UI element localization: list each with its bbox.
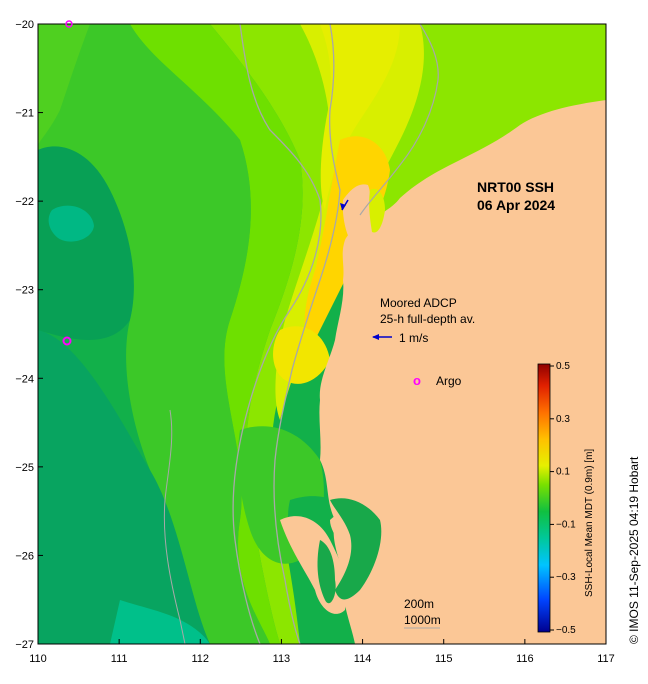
map-title-line2: 06 Apr 2024 xyxy=(477,197,555,213)
colorbar-tick-label: 0.3 xyxy=(556,414,570,425)
adcp-legend-line2: 25-h full-depth av. xyxy=(380,312,475,326)
lon-tick-label: 115 xyxy=(435,653,453,665)
ssh-low-region-west xyxy=(38,146,134,340)
ssh-minimum-eddy xyxy=(48,205,94,242)
ssh-light-band xyxy=(130,24,303,644)
lat-tick-label: −27 xyxy=(15,639,34,651)
argo-legend-symbol: o xyxy=(413,373,421,388)
colorbar-tick-label: −0.3 xyxy=(556,572,576,583)
land-north-west-cape xyxy=(342,184,372,240)
adcp-scale-arrowhead xyxy=(372,334,379,340)
adcp-scale-label: 1 m/s xyxy=(399,331,428,345)
lat-tick-label: −22 xyxy=(15,196,34,208)
lat-tick-label: −21 xyxy=(15,108,34,120)
colorbar-title: SSH-Local Mean MDT (0.9m) [m] xyxy=(584,449,595,597)
ssh-low-region-southwest xyxy=(38,330,210,644)
argo-float-marker-north xyxy=(65,20,73,28)
ssh-high-north xyxy=(320,24,400,210)
lat-tick-label: −24 xyxy=(15,373,34,385)
shark-bay-water xyxy=(330,498,382,600)
map-frame xyxy=(37,23,607,645)
longitude-axis: 110 111 112 113 114 115 116 117 xyxy=(29,639,615,665)
ssh-high-south xyxy=(273,326,330,384)
ssh-mid-band xyxy=(38,24,270,644)
colorbar-tick-label: 0.5 xyxy=(556,361,570,372)
map-title-line1: NRT00 SSH xyxy=(477,179,554,195)
lon-tick-label: 110 xyxy=(29,653,47,665)
lat-tick-label: −25 xyxy=(15,462,34,474)
argo-float-marker xyxy=(62,336,72,346)
lon-tick-label: 111 xyxy=(111,653,128,665)
colorbar-tick-label: −0.5 xyxy=(556,625,576,636)
land-australia xyxy=(319,100,606,644)
ssh-mid-northwest xyxy=(38,24,90,145)
credit-label: © IMOS 11-Sep-2025 04:19 Hobart xyxy=(627,456,641,644)
lat-tick-label: −26 xyxy=(15,550,34,562)
ssh-east-region xyxy=(210,24,606,644)
argo-legend-label: Argo xyxy=(436,374,462,388)
ssh-minimum-south xyxy=(110,600,210,644)
lon-tick-label: 114 xyxy=(354,653,372,665)
map-area xyxy=(38,24,606,644)
shark-bay-inlet xyxy=(317,540,336,604)
adcp-legend-line1: Moored ADCP xyxy=(380,296,457,310)
colorbar-ticks: 0.5 0.3 0.1 −0.1 −0.3 −0.5 xyxy=(550,361,576,636)
lon-tick-label: 112 xyxy=(192,653,210,665)
latitude-axis: −20 −21 −22 −23 −24 −25 −26 −27 xyxy=(15,19,43,651)
lon-tick-label: 116 xyxy=(516,653,534,665)
contour-1000m-label: 1000m xyxy=(404,613,441,627)
colorbar xyxy=(537,363,551,633)
isobath-seamount xyxy=(163,409,186,644)
isobath-200m xyxy=(273,24,341,644)
lon-tick-label: 117 xyxy=(597,653,615,665)
colorbar-tick-label: 0.1 xyxy=(556,467,570,478)
adcp-arrowhead xyxy=(340,203,346,210)
lon-tick-label: 113 xyxy=(273,653,291,665)
colorbar-tick-label: −0.1 xyxy=(556,519,576,530)
isobath-200m-north xyxy=(359,24,439,216)
contour-200m-label: 200m xyxy=(404,597,434,611)
isobath-1000m xyxy=(232,24,322,644)
lat-tick-label: −20 xyxy=(15,19,34,31)
lat-tick-label: −23 xyxy=(15,285,34,297)
exmouth-gulf-water xyxy=(369,188,385,233)
